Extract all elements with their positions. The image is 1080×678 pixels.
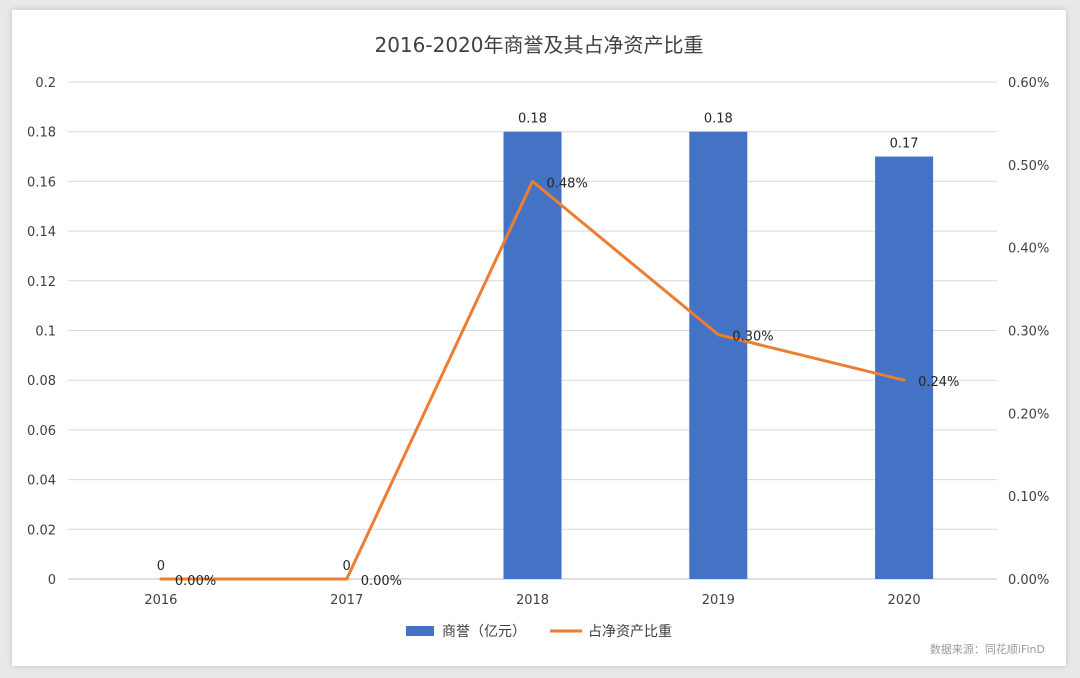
bar-data-label: 0.18 — [518, 112, 547, 127]
y-left-tick-label: 0.2 — [35, 76, 56, 91]
chart-card: 2016-2020年商誉及其占净资产比重 0 0 0.18 0.18 0.17 0.00%… — [12, 10, 1066, 666]
y-left-tick-label: 0.12 — [27, 275, 56, 290]
y-left-tick-label: 0.18 — [27, 126, 56, 141]
y-left-tick-label: 0.02 — [27, 523, 56, 538]
line-path — [159, 179, 906, 581]
bar — [689, 131, 748, 579]
bar-data-label: 0 — [157, 559, 165, 574]
bar-data-label: 0.18 — [704, 112, 733, 127]
source-note: 数据来源：同花顺iFinD — [930, 642, 1045, 656]
y-right-tick-label: 0.60% — [1008, 76, 1049, 91]
axis-labels: 00.020.040.060.080.10.120.140.160.180.20… — [27, 76, 1049, 608]
y-left-tick-label: 0.16 — [27, 175, 56, 190]
bar-data-label: 0 — [343, 559, 351, 574]
line-data-label: 0.48% — [547, 176, 588, 191]
x-tick-label: 2018 — [516, 593, 549, 608]
bar — [503, 131, 562, 579]
y-left-tick-label: 0.1 — [35, 325, 56, 340]
combo-chart: 2016-2020年商誉及其占净资产比重 0 0 0.18 0.18 0.17 0.00%… — [27, 33, 1049, 656]
y-right-tick-label: 0.20% — [1008, 407, 1049, 422]
bar-series — [503, 131, 934, 580]
legend-label-line: 占净资产比重 — [588, 624, 672, 640]
line-data-label: 0.00% — [175, 574, 216, 589]
y-left-tick-label: 0 — [48, 573, 56, 588]
y-left-tick-label: 0.14 — [27, 225, 56, 240]
y-left-tick-label: 0.08 — [27, 374, 56, 389]
bar — [875, 156, 934, 580]
line-data-label: 0.30% — [732, 330, 773, 345]
y-right-tick-label: 0.10% — [1008, 490, 1049, 505]
y-right-tick-label: 0.40% — [1008, 242, 1049, 257]
x-tick-label: 2017 — [330, 593, 363, 608]
y-left-tick-label: 0.04 — [27, 474, 56, 489]
y-right-tick-label: 0.00% — [1008, 573, 1049, 588]
x-tick-label: 2019 — [702, 593, 735, 608]
chart-title: 2016-2020年商誉及其占净资产比重 — [374, 33, 703, 57]
line-data-label: 0.00% — [361, 574, 402, 589]
y-right-tick-label: 0.30% — [1008, 325, 1049, 340]
line-series — [159, 179, 906, 581]
x-tick-label: 2020 — [888, 593, 921, 608]
line-data-label: 0.24% — [918, 375, 959, 390]
legend: 商誉（亿元） 占净资产比重 — [406, 624, 672, 640]
x-tick-label: 2016 — [144, 593, 177, 608]
y-left-tick-label: 0.06 — [27, 424, 56, 439]
y-right-tick-label: 0.50% — [1008, 159, 1049, 174]
legend-swatch-bar — [406, 626, 434, 636]
data-labels: 0 0 0.18 0.18 0.17 0.00% 0.00% 0.48% 0.30% 0.24% — [157, 112, 960, 589]
bar-data-label: 0.17 — [890, 137, 919, 152]
legend-label-bar: 商誉（亿元） — [442, 624, 526, 640]
